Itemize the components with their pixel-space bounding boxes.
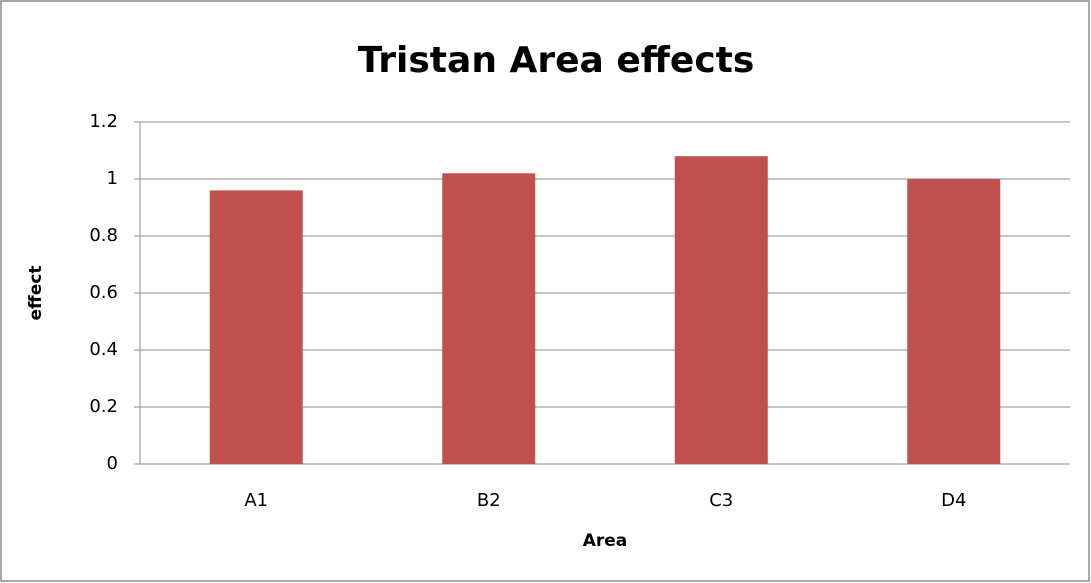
y-tick-label: 0.6	[89, 282, 118, 303]
x-tick-label: A1	[244, 490, 268, 511]
bar	[442, 173, 536, 465]
y-tick-label: 0.2	[89, 396, 118, 417]
y-tick-label: 1	[107, 168, 118, 189]
x-tick-label: D4	[941, 490, 966, 511]
y-axis-label: effect	[26, 265, 46, 320]
chart-title: Tristan Area effects	[358, 40, 755, 81]
y-tick-label: 0.8	[89, 225, 118, 246]
y-tick-label: 1.2	[89, 111, 118, 132]
y-tick-label: 0.4	[89, 339, 118, 360]
bar	[907, 179, 1001, 464]
bar	[209, 190, 303, 464]
x-axis-label: Area	[583, 531, 628, 551]
x-tick-label: B2	[477, 490, 501, 511]
y-tick-label: 0	[107, 453, 118, 474]
bar	[674, 156, 768, 464]
x-tick-label: C3	[709, 490, 733, 511]
